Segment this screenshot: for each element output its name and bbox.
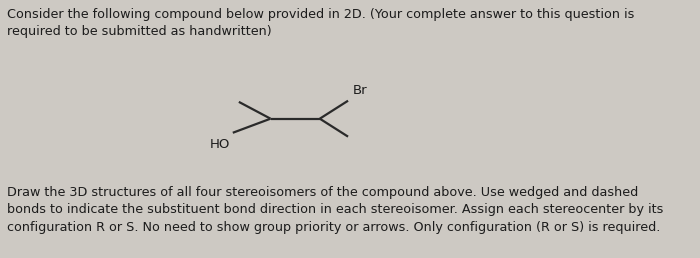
Text: Draw the 3D structures of all four stereoisomers of the compound above. Use wedg: Draw the 3D structures of all four stere… — [7, 186, 664, 234]
Text: Br: Br — [353, 84, 368, 97]
Text: HO: HO — [209, 138, 230, 151]
Text: Consider the following compound below provided in 2D. (Your complete answer to t: Consider the following compound below pr… — [7, 8, 634, 38]
